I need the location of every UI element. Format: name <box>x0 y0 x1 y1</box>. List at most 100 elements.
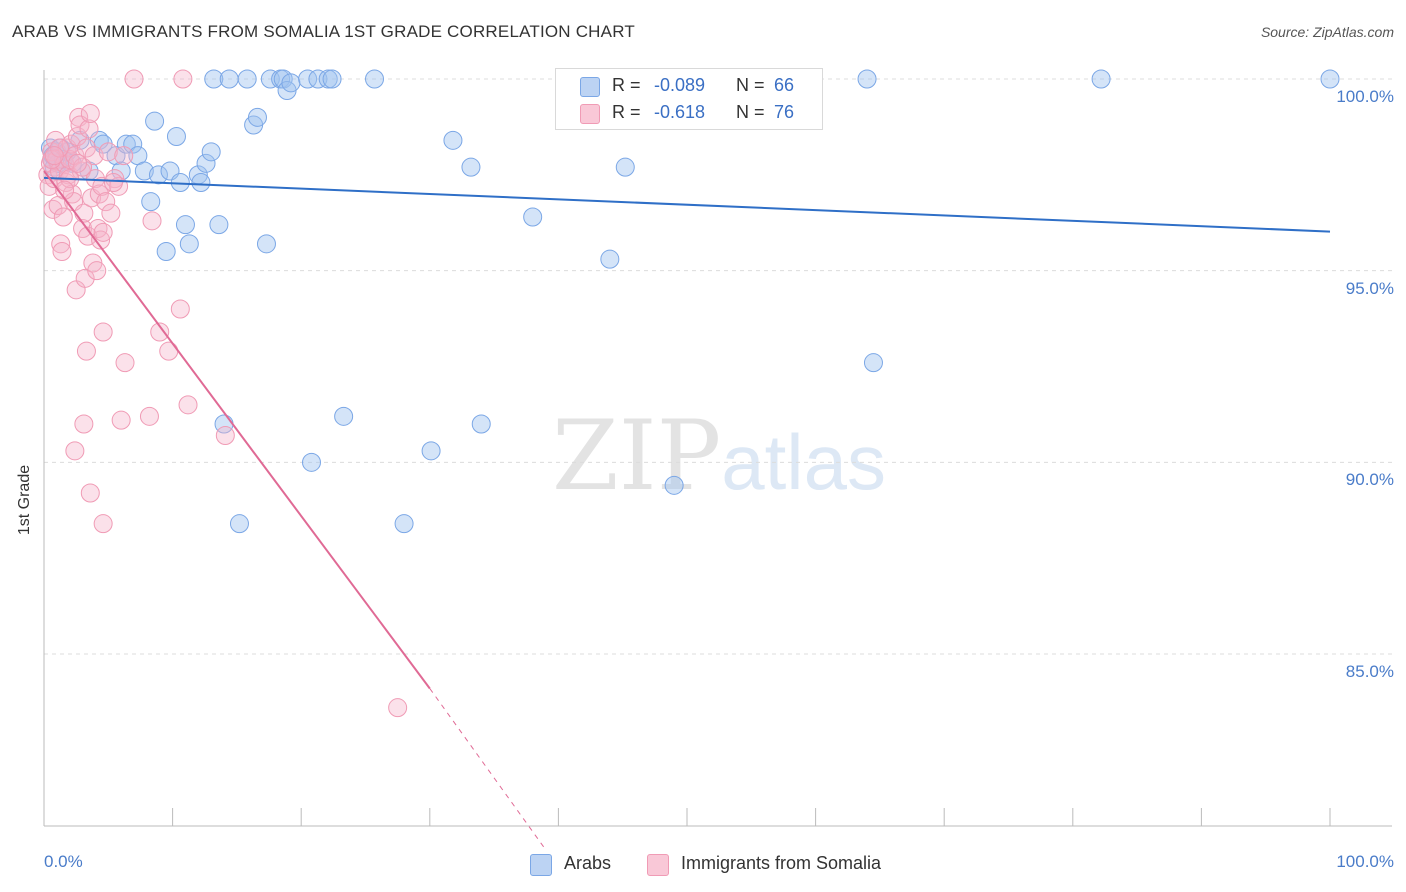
series-swatch-somalia <box>647 854 669 876</box>
arabs-point <box>523 207 543 227</box>
chart-title: ARAB VS IMMIGRANTS FROM SOMALIA 1ST GRAD… <box>12 22 635 41</box>
somalia-point <box>75 268 95 288</box>
somalia-point <box>84 146 104 166</box>
arabs-point <box>196 153 216 173</box>
arabs-point <box>116 134 136 154</box>
somalia-point <box>93 222 113 242</box>
y-tick-label: 95.0% <box>1345 278 1394 298</box>
series-label-somalia: Immigrants from Somalia <box>681 853 882 873</box>
legend-swatch-arabs <box>580 77 600 97</box>
arabs-point <box>1091 69 1111 89</box>
arabs-point <box>179 234 199 254</box>
arabs-point <box>191 173 211 192</box>
somalia-point <box>96 192 116 212</box>
somalia-point <box>101 203 121 223</box>
arabs-point <box>204 69 224 89</box>
legend-r-value: -0.089 <box>654 75 706 95</box>
somalia-point <box>215 426 235 445</box>
somalia-point <box>43 199 63 219</box>
source-label[interactable]: Source: ZipAtlas.com <box>1260 24 1394 40</box>
trend-lines <box>43 170 1331 850</box>
arabs-point <box>365 69 385 89</box>
somalia-trend-line <box>43 170 431 690</box>
somalia-point <box>85 169 105 189</box>
watermark-zip: ZIP <box>552 400 722 512</box>
axes <box>43 70 1392 827</box>
y-axis-label-wrap: 1st Grade <box>16 465 40 600</box>
somalia-point <box>170 299 190 319</box>
arabs-point <box>166 127 186 146</box>
x-tick-label-min: 0.0% <box>44 852 83 871</box>
somalia-point <box>173 69 193 89</box>
y-tick-label: 85.0% <box>1345 662 1394 681</box>
arabs-point <box>1320 69 1340 89</box>
arabs-points <box>40 69 1340 534</box>
somalia-trend-extension <box>429 688 546 850</box>
legend-n-value: 66 <box>774 75 795 95</box>
legend-r-value: -0.618 <box>654 102 706 122</box>
arabs-point <box>863 353 883 373</box>
legend-n-value: 76 <box>774 102 795 122</box>
arabs-point <box>148 165 168 185</box>
arabs-point <box>237 69 257 89</box>
x-tick-label-max: 100.0% <box>1336 852 1394 871</box>
legend-row-somalia: R = -0.618 N = 76 <box>556 100 822 126</box>
somalia-point <box>93 514 113 534</box>
somalia-point <box>139 406 159 426</box>
series-swatch-arabs <box>530 854 552 876</box>
arabs-point <box>471 414 491 434</box>
somalia-point <box>89 184 109 204</box>
somalia-point <box>67 153 87 173</box>
arabs-point <box>134 161 154 181</box>
legend-n-label: N = <box>736 75 765 95</box>
somalia-point <box>88 219 108 238</box>
somalia-point <box>91 230 111 250</box>
somalia-point <box>98 142 118 162</box>
series-label-arabs: Arabs <box>564 853 612 873</box>
somalia-point <box>74 414 94 434</box>
legend-swatch-somalia <box>580 104 600 124</box>
somalia-point <box>76 341 96 361</box>
somalia-point <box>80 104 100 123</box>
arabs-trend-line <box>43 176 1331 233</box>
arabs-point <box>201 142 221 162</box>
somalia-point <box>73 157 93 177</box>
arabs-point <box>394 514 414 534</box>
legend-r-label: R = <box>612 75 641 95</box>
somalia-point <box>115 353 135 373</box>
somalia-point <box>388 698 408 718</box>
somalia-point <box>61 134 81 154</box>
arabs-point <box>156 242 176 261</box>
legend-r-label: R = <box>612 102 641 122</box>
somalia-point <box>93 322 113 342</box>
y-tick-label: 100.0% <box>1336 87 1394 106</box>
arabs-point <box>308 69 328 89</box>
somalia-point <box>76 138 96 158</box>
arabs-point <box>111 161 131 181</box>
somalia-point <box>111 410 131 430</box>
somalia-point <box>53 207 73 227</box>
somalia-point <box>150 322 170 342</box>
arabs-point <box>298 69 318 89</box>
arabs-point <box>600 249 620 269</box>
y-axis-label: 1st Grade <box>16 464 33 536</box>
somalia-point <box>124 69 144 89</box>
arabs-point <box>461 157 481 177</box>
somalia-point <box>51 234 71 254</box>
arabs-point <box>229 514 249 534</box>
arabs-point <box>175 215 195 235</box>
arabs-point <box>256 234 276 254</box>
grid-lines <box>44 78 1392 655</box>
arabs-point <box>421 441 441 461</box>
somalia-point <box>178 395 198 415</box>
arabs-point <box>141 192 161 212</box>
somalia-point <box>87 261 107 281</box>
somalia-point <box>142 211 162 231</box>
somalia-point <box>79 119 99 139</box>
somalia-point <box>80 483 100 503</box>
arabs-point <box>334 406 354 426</box>
somalia-point <box>65 441 85 461</box>
arabs-point <box>301 452 321 472</box>
arabs-point <box>615 157 635 177</box>
correlation-legend: R = -0.089 N = 66 R = -0.618 N = 76 <box>555 68 823 130</box>
